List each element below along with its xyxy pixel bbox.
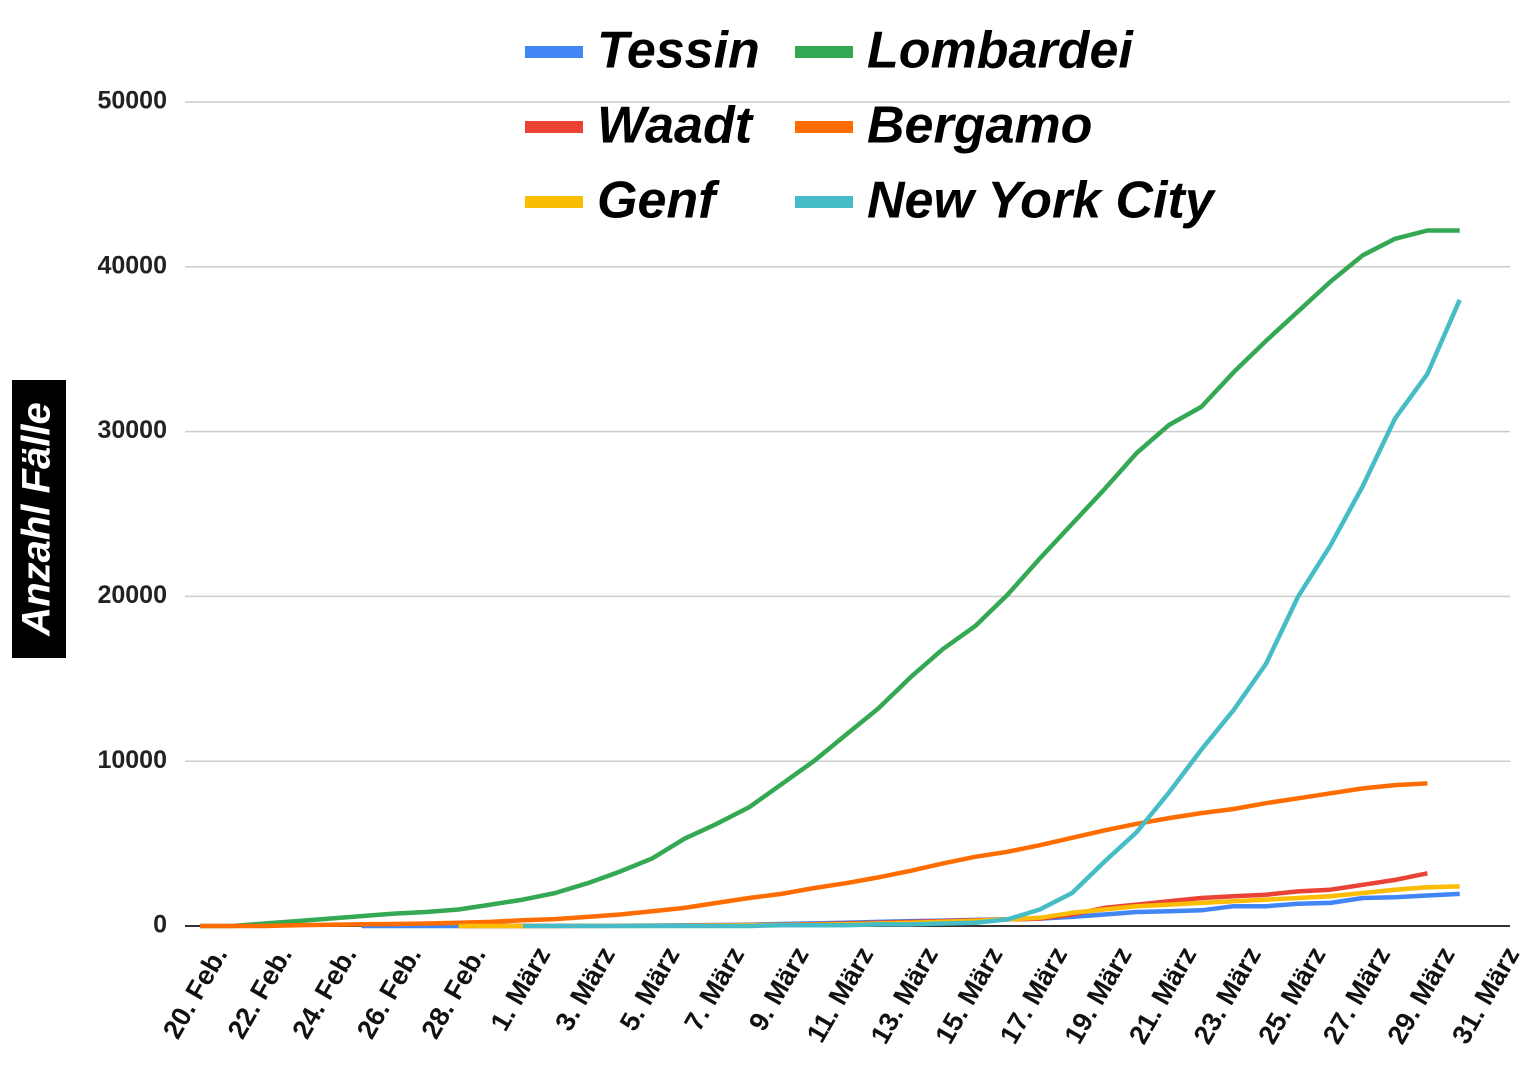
- legend-swatch: [525, 121, 583, 133]
- y-tick-label: 20000: [97, 581, 167, 609]
- legend-swatch: [525, 196, 583, 208]
- y-axis-title: Anzahl Fälle: [15, 402, 59, 636]
- legend-swatch: [795, 196, 853, 208]
- series-line: [200, 228, 1460, 929]
- legend-label: Tessin: [597, 22, 760, 80]
- y-tick-label: 30000: [97, 416, 167, 444]
- series-line: [200, 781, 1428, 929]
- x-tick-label: 7. März: [678, 942, 750, 1036]
- x-tick-label: 5. März: [614, 942, 686, 1036]
- x-tick-label: 3. März: [549, 942, 621, 1036]
- y-title-box: [12, 380, 66, 658]
- x-tick-label: 9. März: [743, 942, 815, 1036]
- x-tick-label: 1. März: [485, 942, 557, 1036]
- series-line: [523, 298, 1462, 929]
- legend-swatch: [795, 121, 853, 133]
- legend-label: Waadt: [597, 97, 755, 155]
- y-tick-label: 10000: [97, 746, 167, 774]
- y-tick-label: 50000: [97, 87, 167, 115]
- y-tick-label: 0: [153, 911, 167, 939]
- legend-label: Lombardei: [867, 22, 1134, 80]
- legend-label: New York City: [867, 172, 1217, 230]
- legend-swatch: [795, 46, 853, 58]
- legend-label: Bergamo: [867, 97, 1092, 155]
- legend-swatch: [525, 46, 583, 58]
- y-tick-label: 40000: [97, 251, 167, 279]
- legend-label: Genf: [597, 172, 720, 230]
